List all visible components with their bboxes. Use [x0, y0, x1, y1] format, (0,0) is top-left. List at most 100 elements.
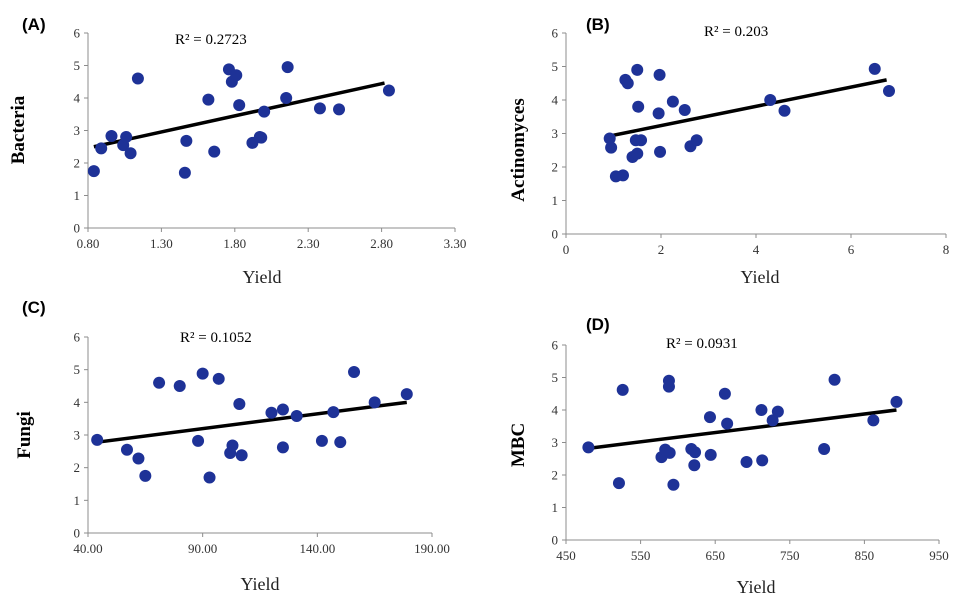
y-tick-label: 6 — [74, 330, 81, 345]
data-point — [616, 383, 629, 396]
x-axis-title: Yield — [737, 577, 776, 595]
y-tick-label: 1 — [74, 188, 81, 203]
data-point — [883, 84, 895, 97]
x-tick-label: 750 — [780, 548, 800, 563]
data-point — [131, 72, 144, 85]
r-squared-label: R² = 0.0931 — [666, 336, 738, 352]
trend-line — [93, 81, 385, 149]
data-point — [582, 441, 595, 454]
data-point — [688, 459, 701, 472]
data-point — [635, 134, 648, 147]
x-tick-label: 1.30 — [150, 236, 173, 251]
data-point — [771, 405, 784, 418]
x-tick-label: 90.00 — [188, 541, 217, 556]
data-point — [867, 414, 880, 427]
data-point — [621, 77, 634, 90]
panel-label: (D) — [586, 315, 610, 334]
x-tick-label: 0 — [563, 242, 570, 257]
data-point — [778, 104, 791, 117]
y-tick-label: 5 — [74, 58, 81, 73]
data-point — [153, 376, 166, 389]
data-point — [612, 477, 625, 490]
y-tick-label: 5 — [552, 370, 559, 385]
data-point — [678, 104, 691, 117]
data-point — [334, 436, 347, 449]
trend-line — [96, 400, 407, 444]
x-tick-label: 2.30 — [297, 236, 320, 251]
data-point — [132, 452, 145, 465]
data-point — [192, 434, 205, 447]
x-tick-label: 850 — [855, 548, 875, 563]
panel-c: 0 1 2 3 4 5 6 40.00 90.00 140.00 190.00 (C) R² = 0.1… — [14, 298, 450, 594]
y-tick-label: 5 — [74, 362, 81, 377]
panel-label: (B) — [586, 15, 610, 34]
data-point — [756, 454, 769, 467]
x-tick-label: 4 — [753, 242, 760, 257]
y-tick-label: 2 — [74, 460, 81, 475]
r-squared-label: R² = 0.1052 — [180, 330, 252, 346]
data-point — [690, 134, 703, 147]
x-axis-title: Yield — [241, 574, 280, 594]
data-point — [139, 469, 152, 482]
y-axis-title: Fungi — [14, 411, 35, 459]
data-point — [766, 414, 779, 427]
x-tick-label: 550 — [631, 548, 651, 563]
data-point — [91, 433, 104, 446]
data-point — [400, 388, 413, 401]
data-point — [233, 397, 246, 410]
x-tick-label: 950 — [929, 548, 949, 563]
r-squared-label: R² = 0.2723 — [175, 32, 247, 48]
panel-label: (C) — [22, 298, 46, 317]
y-axis-title: Bacteria — [8, 95, 29, 164]
data-point — [315, 434, 328, 447]
data-point — [265, 406, 278, 419]
data-point — [255, 131, 268, 144]
y-tick-label: 3 — [74, 428, 81, 443]
y-tick-label: 1 — [552, 500, 559, 515]
data-point — [203, 471, 216, 484]
y-tick-label: 6 — [552, 338, 559, 353]
x-tick-label: 190.00 — [414, 541, 450, 556]
data-point — [652, 107, 665, 120]
data-point — [281, 61, 294, 74]
data-point — [120, 131, 133, 143]
x-tick-label: 650 — [705, 548, 725, 563]
data-point — [631, 63, 644, 76]
data-point — [689, 446, 702, 459]
y-tick-label: 0 — [552, 227, 559, 242]
data-point — [333, 103, 346, 116]
y-tick-label: 1 — [74, 493, 81, 508]
y-tick-label: 0 — [74, 221, 81, 236]
data-point — [180, 134, 193, 147]
y-axis-title: Actinomyces — [508, 98, 529, 201]
data-point — [653, 68, 666, 81]
data-point — [605, 141, 618, 154]
data-point — [95, 142, 108, 155]
y-axis-title: MBC — [508, 423, 529, 467]
data-point — [87, 165, 100, 178]
x-tick-label: 2.80 — [370, 236, 393, 251]
data-point — [890, 395, 903, 408]
data-point — [382, 84, 395, 97]
data-point — [212, 372, 225, 385]
data-point — [226, 439, 239, 452]
data-point — [703, 411, 716, 424]
data-point — [173, 380, 186, 392]
y-tick-label: 4 — [552, 93, 559, 108]
data-point — [105, 130, 118, 143]
y-tick-label: 3 — [552, 126, 559, 141]
y-tick-label: 5 — [552, 59, 559, 74]
panel-a: 0 1 2 3 4 5 6 0.80 1.30 1.80 2.30 2.80 3.30 (A) R² = 0… — [8, 15, 466, 287]
data-point — [631, 147, 644, 160]
x-tick-label: 6 — [848, 242, 855, 257]
data-point — [196, 367, 209, 380]
y-tick-label: 4 — [74, 395, 81, 410]
data-point — [755, 404, 768, 416]
data-point — [124, 147, 137, 160]
x-axis-title: Yield — [741, 267, 780, 287]
y-tick-label: 2 — [552, 468, 559, 483]
data-point — [290, 410, 303, 423]
data-point — [704, 448, 717, 461]
data-point — [818, 443, 831, 455]
